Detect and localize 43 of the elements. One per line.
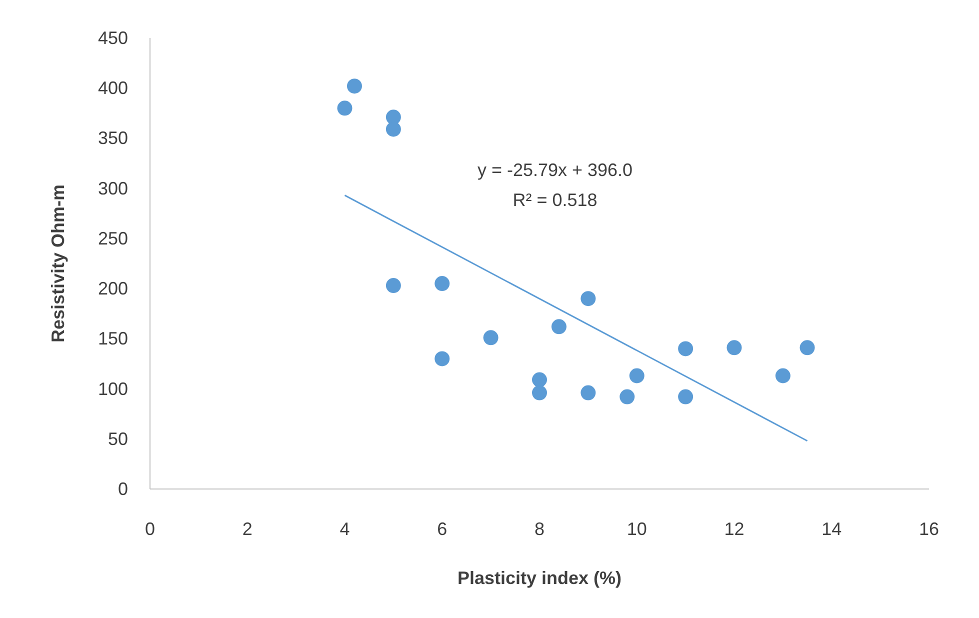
x-tick-label: 10 [626, 519, 647, 539]
point [483, 330, 498, 346]
y-tick-label: 50 [108, 428, 128, 449]
point [386, 278, 401, 294]
y-tick-label: 100 [98, 378, 128, 399]
x-tick-label: 14 [822, 519, 842, 539]
x-axis-title: Plasticity index (%) [457, 568, 622, 588]
point [620, 389, 635, 404]
point [726, 340, 742, 356]
y-axis-title: Resistivity Ohm-m [48, 184, 68, 343]
point [629, 368, 644, 384]
point [346, 78, 362, 94]
y-tick-label: 350 [98, 128, 128, 148]
x-tick-label: 16 [918, 519, 940, 539]
point [434, 351, 450, 366]
y-tick-label: 150 [98, 328, 128, 349]
point [386, 110, 401, 125]
annotation: y = -25.79x + 396.0 [477, 160, 633, 180]
annotation: R² = 0.518 [512, 190, 598, 210]
x-tick-label: 12 [724, 519, 744, 539]
x-tick-label: 6 [437, 519, 448, 539]
x-tick-label: 2 [242, 519, 252, 539]
point [337, 100, 352, 116]
y-tick-label: 250 [98, 228, 128, 248]
y-tick-label: 300 [98, 178, 128, 198]
y-tick-label: 450 [98, 28, 128, 48]
point [532, 385, 547, 400]
x-tick-label: 8 [534, 519, 545, 539]
point [775, 368, 790, 384]
y-tick-label: 0 [118, 479, 128, 499]
x-tick-label: 4 [340, 519, 350, 539]
point [580, 385, 596, 400]
point [532, 372, 547, 388]
point [580, 291, 596, 306]
point [434, 276, 450, 292]
point [386, 122, 401, 137]
point [800, 340, 815, 356]
y-tick-label: 200 [98, 278, 128, 299]
point [551, 319, 566, 334]
y-tick-label: 400 [98, 78, 128, 98]
point [678, 389, 694, 404]
point [678, 341, 694, 356]
x-tick-label: 0 [144, 519, 156, 539]
